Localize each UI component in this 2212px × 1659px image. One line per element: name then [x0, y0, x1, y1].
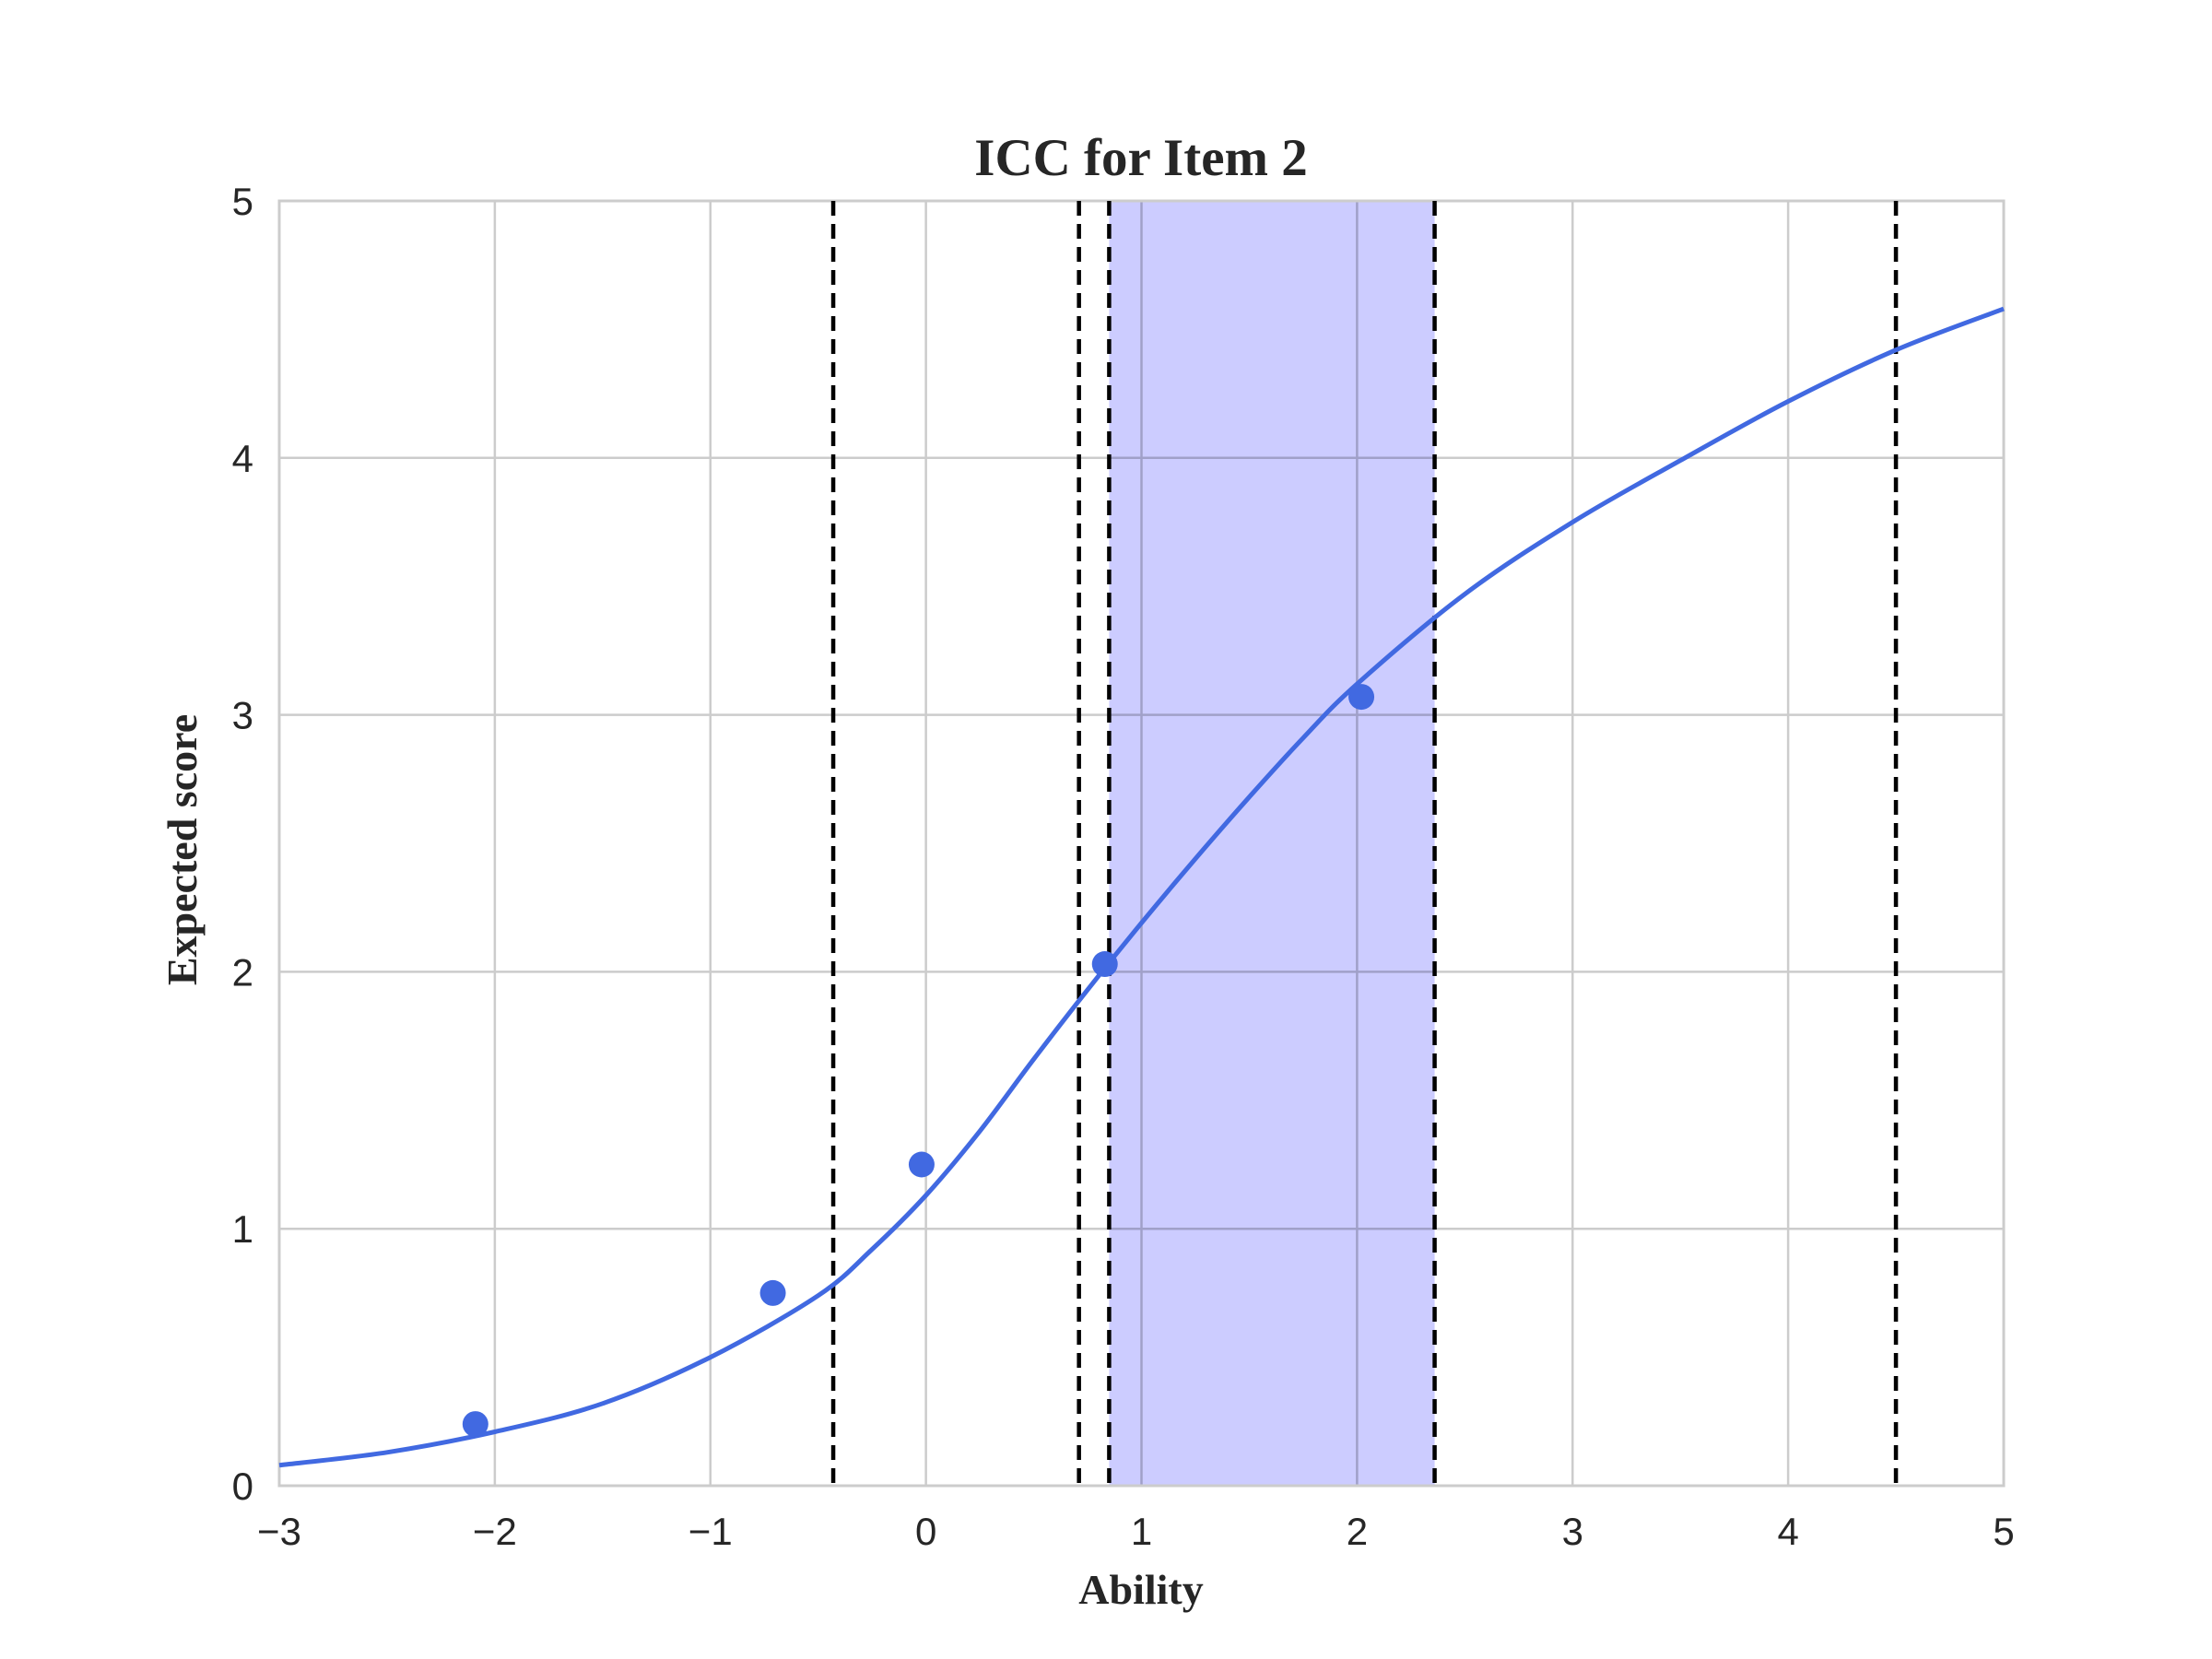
y-axis-label: Expected score — [159, 714, 206, 985]
y-tick-label: 0 — [232, 1465, 253, 1508]
plot-frame — [277, 199, 2006, 1488]
x-axis-label: Ability — [1078, 1566, 1203, 1613]
y-tick-label: 4 — [232, 437, 253, 480]
observed-point — [908, 1151, 935, 1178]
x-tick-label: −2 — [473, 1510, 517, 1553]
x-tick-label: 1 — [1131, 1510, 1152, 1553]
observed-point — [462, 1411, 488, 1438]
plot-area: −3 −2 −1 0 1 2 3 4 5 0 1 2 3 4 5 — [232, 180, 2015, 1553]
y-tick-label: 2 — [232, 950, 253, 994]
icc-curve — [278, 306, 2005, 1468]
x-tick-label: 4 — [1777, 1510, 1798, 1553]
y-tick-label: 3 — [232, 694, 253, 737]
observed-point — [759, 1279, 786, 1306]
chart-title: ICC for Item 2 — [974, 129, 1307, 187]
x-tick-label: 3 — [1562, 1510, 1583, 1553]
x-tick-label: 0 — [915, 1510, 936, 1553]
observed-point — [1348, 684, 1375, 711]
x-tick-label: −1 — [688, 1510, 733, 1553]
y-tick-label: 5 — [232, 180, 253, 223]
observed-point — [1091, 951, 1118, 978]
confidence-band — [1109, 201, 1435, 1486]
y-tick-label: 1 — [232, 1207, 253, 1251]
x-tick-label: 2 — [1347, 1510, 1368, 1553]
x-tick-label: 5 — [1993, 1510, 2014, 1553]
x-tick-label: −3 — [257, 1510, 301, 1553]
